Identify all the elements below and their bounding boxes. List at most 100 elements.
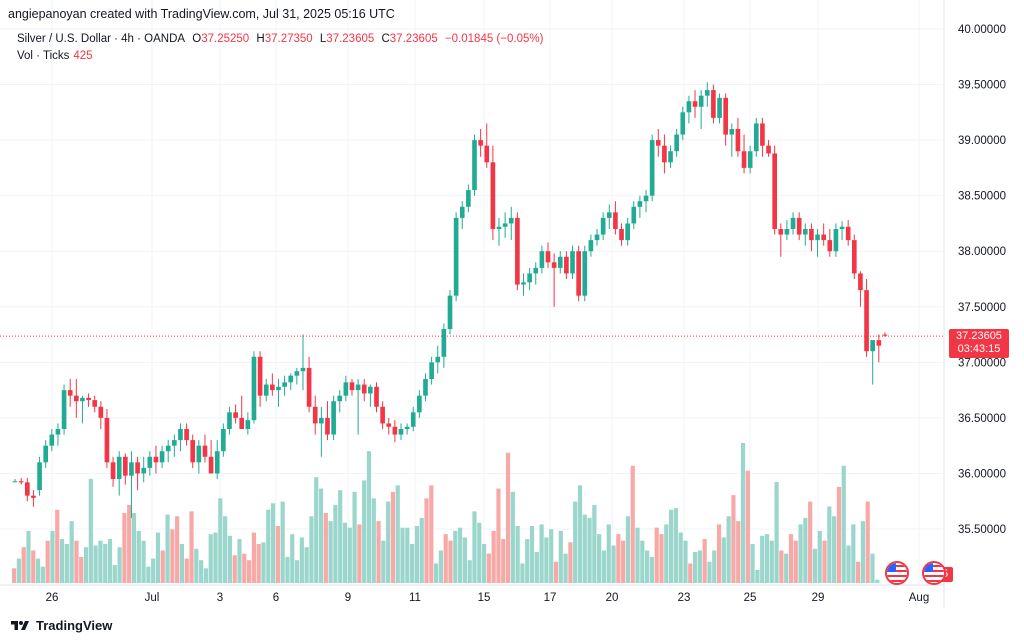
volume-bar <box>563 553 568 583</box>
volume-bar <box>544 537 549 583</box>
candle-body <box>827 240 833 252</box>
candle-body <box>263 384 269 396</box>
candle-body <box>86 397 91 401</box>
candle-body <box>858 273 863 291</box>
candle-body <box>55 429 61 435</box>
volume-bar <box>510 491 515 583</box>
volume-bar <box>26 530 31 583</box>
volume-bar <box>750 543 755 583</box>
candle-body <box>815 234 820 241</box>
volume-bar <box>131 513 137 583</box>
volume-bar <box>16 558 21 583</box>
candle-body <box>606 212 612 218</box>
volume-bar <box>50 530 55 583</box>
candle-body <box>135 462 140 474</box>
candle-body <box>508 217 514 224</box>
symbol-label[interactable]: Silver / U.S. Dollar · 4h · OANDA <box>17 33 186 45</box>
volume-bar <box>673 508 678 583</box>
candle-body <box>704 90 710 96</box>
us-flag-icon[interactable] <box>922 561 946 585</box>
low-label: L <box>319 33 327 45</box>
y-tick-label: 36.00000 <box>958 468 1006 480</box>
volume-bar <box>64 543 69 583</box>
candle-body <box>208 456 214 474</box>
volume-bar <box>371 498 376 583</box>
tradingview-logo[interactable]: TradingView <box>10 618 112 633</box>
volume-bar <box>731 495 736 583</box>
volume-bar <box>865 501 870 583</box>
candle-body <box>12 481 18 483</box>
volume-bar <box>803 517 808 583</box>
y-tick-label: 38.50000 <box>958 191 1006 203</box>
volume-bar <box>261 542 266 583</box>
volume-bar <box>784 553 789 583</box>
candle-body <box>270 384 275 391</box>
candle-body <box>576 251 581 296</box>
candle-body <box>613 212 618 229</box>
candle-body <box>288 375 294 383</box>
volume-bar <box>107 539 113 583</box>
volume-bar <box>103 543 108 583</box>
volume-label[interactable]: Vol · Ticks <box>17 50 70 62</box>
volume-bar <box>93 545 98 583</box>
volume-bar <box>664 524 669 583</box>
candle-body <box>380 406 385 424</box>
volume-bar <box>184 558 189 583</box>
volume-bar <box>338 490 343 583</box>
candle-body <box>165 445 171 452</box>
candle-body <box>233 412 238 418</box>
candle-body <box>37 462 42 491</box>
y-tick-label: 36.50000 <box>958 413 1006 425</box>
volume-bar <box>817 530 822 583</box>
candle-body <box>325 417 330 435</box>
volume-bar <box>429 485 434 583</box>
candle-body <box>502 223 508 227</box>
x-tick-label: 9 <box>345 592 351 604</box>
candle-body <box>172 440 177 446</box>
candle-body <box>796 217 802 235</box>
volume-bar <box>736 521 741 583</box>
volume-bar <box>12 568 17 583</box>
candle-body <box>227 412 232 429</box>
low-value: 37.23605 <box>326 33 375 45</box>
volume-bar <box>362 480 367 583</box>
x-tick-label: 15 <box>478 592 491 604</box>
candle-body <box>31 495 36 498</box>
volume-bar <box>659 534 664 583</box>
candle-body <box>423 379 428 396</box>
volume-bar <box>812 548 818 583</box>
volume-bar <box>697 550 702 583</box>
volume-bar <box>294 560 300 583</box>
candle-body <box>417 395 422 413</box>
volume-bar <box>764 534 770 583</box>
candle-body <box>729 129 735 135</box>
candle-body <box>453 217 459 296</box>
volume-bar <box>31 550 36 583</box>
candle-body <box>435 356 441 363</box>
volume-bar <box>21 547 26 583</box>
volume-bar <box>692 552 698 583</box>
volume-bar <box>846 545 851 583</box>
candle-body <box>753 123 759 152</box>
candle-body <box>459 206 465 218</box>
volume-bar <box>443 534 448 583</box>
volume-bar <box>256 543 261 583</box>
volume-bar <box>856 561 861 583</box>
candle-body <box>104 417 110 463</box>
candle-body <box>300 367 306 372</box>
us-flag-icon[interactable] <box>885 561 909 585</box>
candle-body <box>43 445 49 463</box>
volume-bar <box>69 521 74 583</box>
volume-bar <box>151 558 156 583</box>
volume-bar <box>606 524 611 583</box>
volume-bar <box>678 532 683 583</box>
candle-body <box>484 145 490 163</box>
volume-bar <box>203 568 209 583</box>
candle-body <box>686 101 692 113</box>
candle-body <box>355 384 361 391</box>
y-tick-label: 37.00000 <box>958 357 1006 369</box>
candle-body <box>361 384 367 394</box>
candle-body <box>282 382 287 387</box>
candle-body <box>631 206 637 224</box>
